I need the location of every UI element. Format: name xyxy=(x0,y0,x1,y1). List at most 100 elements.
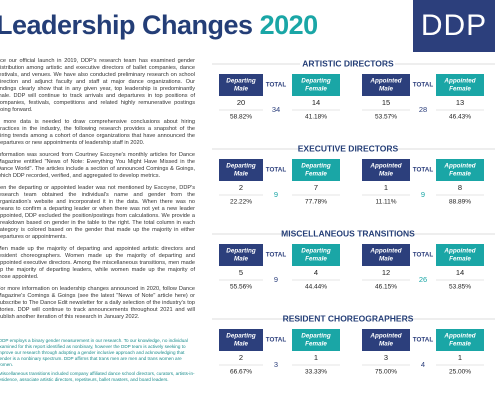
total-label: TOTAL xyxy=(413,252,434,259)
column-header: Appointed xyxy=(443,333,475,340)
paragraph: nce our official launch in 2019, DDP's r… xyxy=(0,58,195,113)
section-title: ARTISTIC DIRECTORS xyxy=(302,58,394,68)
paragraph: Men made up the majority of departing an… xyxy=(0,246,195,280)
column-header: Departing xyxy=(301,78,331,85)
column-header: Departing xyxy=(301,333,331,340)
column-header-box xyxy=(362,159,410,181)
total-label: TOTAL xyxy=(266,82,287,89)
column-header: Departing xyxy=(301,163,331,170)
total: 34 xyxy=(272,105,280,114)
total-label: TOTAL xyxy=(266,337,287,344)
count: 14 xyxy=(456,268,464,277)
count: 2 xyxy=(239,183,243,192)
count: 1 xyxy=(384,183,388,192)
column-header: Male xyxy=(379,341,393,348)
column-header: Departing xyxy=(226,163,256,170)
percent: 44.44% xyxy=(305,284,327,291)
paragraph: For more information on leadership chang… xyxy=(0,286,195,320)
column-header: Female xyxy=(449,171,471,178)
column-header-box xyxy=(436,244,484,266)
percent: 66.67% xyxy=(230,369,252,376)
column-header: Appointed xyxy=(443,163,475,170)
count: 13 xyxy=(456,98,464,107)
column-header-box xyxy=(292,329,340,351)
percent: 55.56% xyxy=(230,284,252,291)
title-year: 2020 xyxy=(259,10,319,40)
body-text: nce our official launch in 2019, DDP's r… xyxy=(0,58,195,326)
percent: 58.82% xyxy=(230,114,252,121)
title: Leadership Changes 2020 xyxy=(0,10,318,41)
column-header: Female xyxy=(305,86,327,93)
column-header-box xyxy=(362,74,410,96)
logo: DDP xyxy=(413,0,495,52)
paragraph: hen the departing or appointed leader wa… xyxy=(0,185,195,240)
total: 9 xyxy=(421,190,425,199)
column-header-box xyxy=(292,74,340,96)
count: 2 xyxy=(239,353,243,362)
column-header: Departing xyxy=(226,333,256,340)
column-header: Female xyxy=(305,171,327,178)
percent: 22.22% xyxy=(230,199,252,206)
percent: 46.43% xyxy=(449,114,471,121)
count: 20 xyxy=(237,98,245,107)
column-header-box xyxy=(362,329,410,351)
column-header-box xyxy=(219,74,263,96)
count: 3 xyxy=(384,353,388,362)
total: 4 xyxy=(421,360,425,369)
column-header: Male xyxy=(234,256,248,263)
title-text: Leadership Changes xyxy=(0,10,260,40)
column-header: Appointed xyxy=(369,248,401,255)
count: 8 xyxy=(458,183,462,192)
column-header: Female xyxy=(449,256,471,263)
column-header-box xyxy=(436,159,484,181)
paragraph: s more data is needed to draw comprehens… xyxy=(0,119,195,146)
column-header: Female xyxy=(449,86,471,93)
column-header: Male xyxy=(234,86,248,93)
total: 26 xyxy=(419,275,427,284)
total-label: TOTAL xyxy=(413,82,434,89)
percent: 41.18% xyxy=(305,114,327,121)
column-header: Male xyxy=(234,341,248,348)
column-header-box xyxy=(219,244,263,266)
count: 15 xyxy=(382,98,390,107)
column-header: Departing xyxy=(226,248,256,255)
count: 7 xyxy=(314,183,318,192)
column-header: Male xyxy=(379,86,393,93)
column-header-box xyxy=(219,329,263,351)
column-header: Male xyxy=(379,256,393,263)
footnote: *DDP employs a binary gender measurement… xyxy=(0,338,188,367)
column-header: Female xyxy=(305,341,327,348)
count: 4 xyxy=(314,268,318,277)
total-label: TOTAL xyxy=(266,252,287,259)
count: 1 xyxy=(458,353,462,362)
percent: 77.78% xyxy=(305,199,327,206)
column-header-box xyxy=(292,159,340,181)
percent: 75.00% xyxy=(375,369,397,376)
count: 5 xyxy=(239,268,243,277)
column-header-box xyxy=(362,244,410,266)
column-header: Male xyxy=(379,171,393,178)
column-header: Appointed xyxy=(369,78,401,85)
count: 12 xyxy=(382,268,390,277)
section-title: RESIDENT CHOREOGRAPHERS xyxy=(283,313,414,323)
column-header: Appointed xyxy=(443,78,475,85)
column-header: Female xyxy=(449,341,471,348)
column-header: Departing xyxy=(226,78,256,85)
column-header: Appointed xyxy=(369,163,401,170)
count: 14 xyxy=(312,98,320,107)
paragraph: information was sourced from Courtney Es… xyxy=(0,152,195,179)
total: 9 xyxy=(274,275,278,284)
total: 28 xyxy=(419,105,427,114)
column-header-box xyxy=(436,74,484,96)
column-header-box xyxy=(292,244,340,266)
column-header: Appointed xyxy=(369,333,401,340)
total: 3 xyxy=(274,360,278,369)
column-header: Female xyxy=(305,256,327,263)
total-label: TOTAL xyxy=(266,167,287,174)
count: 1 xyxy=(314,353,318,362)
total-label: TOTAL xyxy=(413,167,434,174)
percent: 25.00% xyxy=(449,369,471,376)
footnote: *Miscellaneous transitions included comp… xyxy=(0,371,195,382)
